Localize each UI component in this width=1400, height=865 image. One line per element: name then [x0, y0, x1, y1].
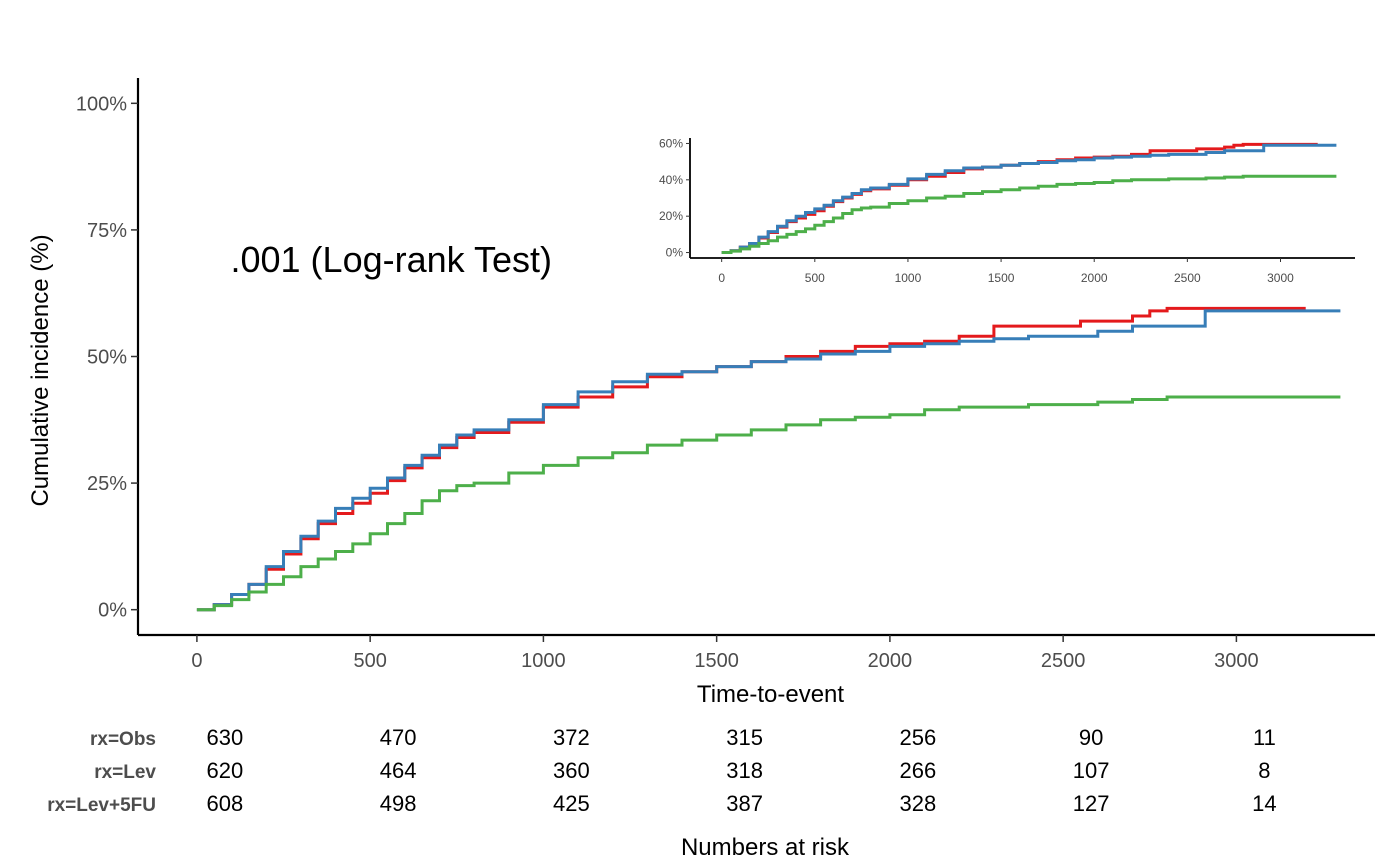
inset-y-tick-label: 0%: [666, 246, 684, 260]
inset-series-line-2: [721, 143, 1337, 254]
risk-value: 127: [1073, 791, 1110, 816]
risk-value: 630: [207, 725, 244, 750]
risk-value: 608: [207, 791, 244, 816]
x-tick-label: 2500: [1041, 650, 1086, 672]
inset-series-line-3: [721, 174, 1337, 254]
y-tick-label: 50%: [87, 347, 127, 369]
series-line-1: [196, 306, 1306, 612]
risk-value: 328: [900, 791, 937, 816]
inset-x-tick-label: 3000: [1267, 271, 1294, 285]
inset-x-tick-label: 0: [718, 271, 725, 285]
risk-value: 464: [380, 758, 417, 783]
series-line-3: [196, 395, 1341, 612]
x-tick-label: 0: [191, 650, 202, 672]
risk-table-title: Numbers at risk: [681, 834, 850, 861]
risk-value: 387: [726, 791, 763, 816]
y-tick-label: 25%: [87, 473, 127, 495]
risk-row-label: rx=Obs: [90, 729, 156, 750]
p-value-annotation: .001 (Log-rank Test): [230, 239, 552, 280]
inset-y-tick-label: 60%: [659, 136, 683, 150]
x-tick-label: 1500: [694, 650, 739, 672]
x-tick-label: 1000: [521, 650, 566, 672]
y-tick-label: 75%: [87, 220, 127, 242]
risk-value: 498: [380, 791, 417, 816]
x-tick-label: 500: [353, 650, 386, 672]
risk-row-label: rx=Lev+5FU: [47, 795, 156, 816]
inset-x-tick-label: 2500: [1174, 271, 1201, 285]
risk-value: 256: [900, 725, 937, 750]
series-line-2: [196, 309, 1341, 612]
risk-value: 107: [1073, 758, 1110, 783]
inset-x-tick-label: 2000: [1081, 271, 1108, 285]
inset-y-tick-label: 40%: [659, 173, 683, 187]
y-tick-label: 0%: [98, 600, 127, 622]
inset-plot-panel: 0% 20% 40% 60% 0 500 1000 1500 2000 2500 3000: [640, 130, 1365, 300]
inset-x-tick-label: 1500: [988, 271, 1015, 285]
x-tick-label: 3000: [1214, 650, 1259, 672]
risk-value: 266: [900, 758, 937, 783]
risk-table: rx=Obs 630 470 372 315 256 90 11 rx=Lev 620 464 360…: [47, 725, 1276, 861]
inset-background: [640, 130, 1365, 300]
risk-value: 620: [207, 758, 244, 783]
risk-value: 425: [553, 791, 590, 816]
main-plot-panel: .001 (Log-rank Test) 0% 25% 50% 75% 100% 0 500 1…: [27, 78, 1375, 708]
risk-value: 360: [553, 758, 590, 783]
inset-x-tick-label: 500: [805, 271, 825, 285]
y-axis-title: Cumulative incidence (%): [27, 234, 54, 506]
y-tick-label: 100%: [76, 93, 127, 115]
risk-value: 372: [553, 725, 590, 750]
risk-value: 11: [1253, 725, 1276, 750]
risk-value: 14: [1252, 791, 1276, 816]
risk-value: 90: [1079, 725, 1103, 750]
risk-value: 8: [1258, 758, 1270, 783]
risk-value: 470: [380, 725, 417, 750]
x-axis-title: Time-to-event: [697, 681, 844, 708]
risk-value: 315: [726, 725, 763, 750]
inset-x-tick-label: 1000: [895, 271, 922, 285]
risk-value: 318: [726, 758, 763, 783]
inset-y-tick-label: 20%: [659, 209, 683, 223]
x-tick-label: 2000: [868, 650, 913, 672]
risk-row-label: rx=Lev: [94, 762, 156, 783]
